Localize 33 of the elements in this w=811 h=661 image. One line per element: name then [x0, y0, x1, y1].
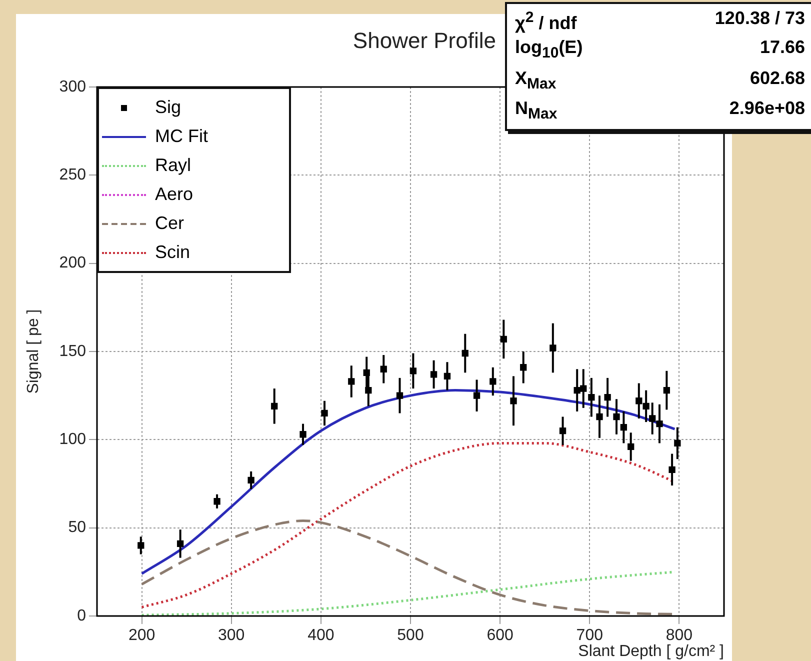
x-tick-label: 400 [308, 627, 334, 644]
y-tick-label: 250 [59, 166, 86, 184]
y-tick-label: 150 [59, 342, 86, 360]
line-series [140, 570, 676, 616]
line-series [140, 389, 676, 575]
y-tick-label: 200 [59, 254, 86, 272]
legend-label: Sig [155, 97, 182, 118]
x-tick-label: 600 [486, 627, 514, 644]
text: 2.96e+08 [728, 97, 805, 120]
annotation: N$_{Max}$ [515, 97, 558, 125]
legend-label: Aero [155, 184, 194, 205]
y-tick-label: 300 [59, 78, 86, 96]
legend-label: Scin [155, 242, 190, 263]
legend-label: MC Fit [155, 126, 208, 147]
x-tick-label: 800 [666, 627, 693, 644]
y-tick-label: 100 [59, 431, 86, 448]
y-axis-title: Signal [ pe ] [25, 309, 42, 394]
legend-label: Rayl [155, 155, 192, 176]
text: 17.66 [758, 36, 805, 59]
annotation: X$_{Max}$ [515, 66, 558, 94]
text: 120.38 / 73 [714, 7, 805, 30]
x-tick-label: 700 [576, 627, 604, 644]
x-tick-label: 300 [218, 627, 245, 644]
y-tick-label: 0 [77, 607, 86, 624]
y-tick-label: 50 [68, 519, 86, 536]
x-tick-label: 500 [397, 627, 424, 644]
x-tick-label: 200 [128, 627, 156, 644]
legend-label: Cer [155, 213, 184, 234]
text: log$_{10}$(E) [515, 36, 584, 64]
chart-title: Shower Profile [352, 28, 496, 54]
x-axis-title: Slant Depth [ g/cm² ] [578, 642, 724, 660]
text: 602.68 [748, 66, 805, 90]
text: χ$^{2}$ / ndf [515, 8, 578, 35]
